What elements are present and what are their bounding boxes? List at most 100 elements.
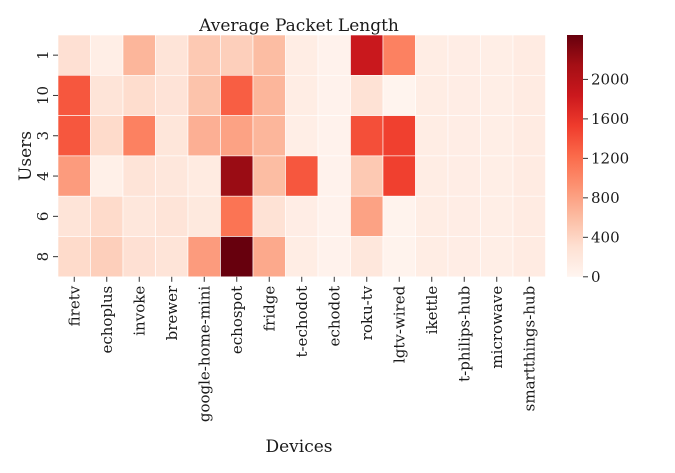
y-tick-labels: 1 10 3 4 6 8	[34, 50, 58, 261]
colorbar-tick-label: 400	[591, 228, 620, 246]
heatmap-cell-4-smartthings-hub	[512, 155, 546, 197]
heatmap-cell-3-echoplus	[90, 115, 124, 157]
heatmap-cell-8-echodot	[317, 236, 351, 278]
heatmap-cell-4-t-philips-hub	[447, 155, 481, 197]
heatmap-cell-3-smartthings-hub	[512, 115, 546, 157]
heatmap-cell-8-brewer	[155, 236, 189, 278]
heatmap-cell-1-microwave	[480, 34, 514, 76]
heatmap-cell-8-google-home-mini	[187, 236, 221, 278]
heatmap-cell-3-fridge	[252, 115, 286, 157]
heatmap-cell-10-invoke	[122, 75, 156, 116]
heatmap-cell-1-lgtv-wired	[382, 34, 416, 76]
heatmap-cell-6-echodot	[317, 195, 351, 237]
x-tick-label-echospot: echospot	[228, 286, 246, 354]
heatmap-cell-3-echospot	[220, 115, 254, 157]
x-tick-label-invoke: invoke	[130, 286, 148, 336]
heatmap-cell-4-firetv	[57, 155, 91, 197]
heatmap-cell-6-roku-tv	[350, 195, 384, 237]
heatmap-cell-4-google-home-mini	[187, 155, 221, 197]
x-tick-label-smartthings-hub: smartthings-hub	[520, 286, 538, 412]
heatmap-cell-4-brewer	[155, 155, 189, 197]
heatmap-cell-4-echodot	[317, 155, 351, 197]
heatmap-cell-4-echospot	[220, 155, 254, 197]
x-tick-label-fridge: fridge	[260, 286, 278, 332]
heatmap-cell-8-echoplus	[90, 236, 124, 278]
heatmap-cell-1-smartthings-hub	[512, 34, 546, 76]
heatmap-cell-1-t-philips-hub	[447, 34, 481, 76]
colorbar-tick-label: 0	[591, 268, 601, 286]
heatmap-cell-3-t-echodot	[285, 115, 319, 157]
colorbar-tick-label: 1200	[591, 149, 629, 167]
y-tick-label-3: 3	[34, 131, 52, 141]
y-axis-label: Users	[16, 131, 36, 181]
heatmap-cell-1-echospot	[220, 34, 254, 76]
heatmap-cell-6-lgtv-wired	[382, 195, 416, 237]
heatmap-cell-6-t-echodot	[285, 195, 319, 237]
colorbar-tick-label: 800	[591, 189, 620, 207]
heatmap-cell-6-brewer	[155, 195, 189, 237]
x-tick-label-lgtv-wired: lgtv-wired	[390, 285, 408, 363]
heatmap-cell-4-ikettle	[415, 155, 449, 197]
heatmap-cell-1-invoke	[122, 34, 156, 76]
heatmap-cell-1-echoplus	[90, 34, 124, 76]
heatmap-cell-10-google-home-mini	[187, 75, 221, 116]
heatmap-cell-8-invoke	[122, 236, 156, 278]
heatmap-cell-8-t-echodot	[285, 236, 319, 278]
heatmap-cell-8-t-philips-hub	[447, 236, 481, 278]
heatmap-cell-8-ikettle	[415, 236, 449, 278]
heatmap-cell-1-echodot	[317, 34, 351, 76]
colorbar-gradient	[567, 35, 583, 277]
y-tick-label-1: 1	[34, 50, 52, 60]
heatmap-cell-1-firetv	[57, 34, 91, 76]
heatmap-cell-1-t-echodot	[285, 34, 319, 76]
heatmap-cell-10-t-echodot	[285, 75, 319, 116]
x-tick-label-echodot: echodot	[325, 286, 343, 347]
heatmap-cell-6-invoke	[122, 195, 156, 237]
x-tick-label-echoplus: echoplus	[98, 286, 116, 354]
heatmap-cell-8-lgtv-wired	[382, 236, 416, 278]
heatmap-cell-6-smartthings-hub	[512, 195, 546, 237]
heatmap-cell-10-ikettle	[415, 75, 449, 116]
x-axis-label: Devices	[265, 437, 332, 457]
heatmap-cell-3-microwave	[480, 115, 514, 157]
heatmap-cell-10-microwave	[480, 75, 514, 116]
heatmap-cell-10-echoplus	[90, 75, 124, 116]
heatmap-cell-8-firetv	[57, 236, 91, 278]
x-tick-label-firetv: firetv	[65, 285, 83, 326]
heatmap-cell-4-roku-tv	[350, 155, 384, 197]
heatmap-cell-10-lgtv-wired	[382, 75, 416, 116]
colorbar-tick-label: 2000	[591, 70, 629, 88]
heatmap-cell-4-fridge	[252, 155, 286, 197]
heatmap-cell-3-t-philips-hub	[447, 115, 481, 157]
y-tick-label-10: 10	[34, 86, 52, 105]
heatmap-cell-3-brewer	[155, 115, 189, 157]
heatmap-cell-6-t-philips-hub	[447, 195, 481, 237]
heatmap-cell-3-echodot	[317, 115, 351, 157]
x-tick-label-microwave: microwave	[488, 286, 506, 369]
x-tick-label-google-home-mini: google-home-mini	[195, 286, 213, 423]
heatmap-cell-6-microwave	[480, 195, 514, 237]
heatmap-cell-6-google-home-mini	[187, 195, 221, 237]
x-tick-label-t-philips-hub: t-philips-hub	[455, 286, 473, 382]
heatmap-cell-10-t-philips-hub	[447, 75, 481, 116]
heatmap-cell-1-roku-tv	[350, 34, 384, 76]
x-tick-label-ikettle: ikettle	[423, 286, 441, 335]
y-tick-label-4: 4	[34, 171, 52, 181]
heatmap-cell-6-echoplus	[90, 195, 124, 237]
heatmap-cell-10-firetv	[57, 75, 91, 116]
heatmap-cell-4-t-echodot	[285, 155, 319, 197]
x-tick-label-t-echodot: t-echodot	[293, 286, 311, 358]
x-tick-labels: firetv echoplus invoke brewer google-home-mi…	[65, 276, 538, 423]
heatmap-cell-6-fridge	[252, 195, 286, 237]
heatmap-cell-8-echospot	[220, 236, 254, 278]
x-tick-label-roku-tv: roku-tv	[358, 285, 376, 340]
heatmap-cell-8-fridge	[252, 236, 286, 278]
colorbar-tick-label: 1600	[591, 110, 629, 128]
heatmap-cell-4-lgtv-wired	[382, 155, 416, 197]
heatmap-cell-8-roku-tv	[350, 236, 384, 278]
heatmap-cell-10-echospot	[220, 75, 254, 116]
heatmap-cell-4-echoplus	[90, 155, 124, 197]
heatmap-cell-4-microwave	[480, 155, 514, 197]
heatmap-cell-6-ikettle	[415, 195, 449, 237]
